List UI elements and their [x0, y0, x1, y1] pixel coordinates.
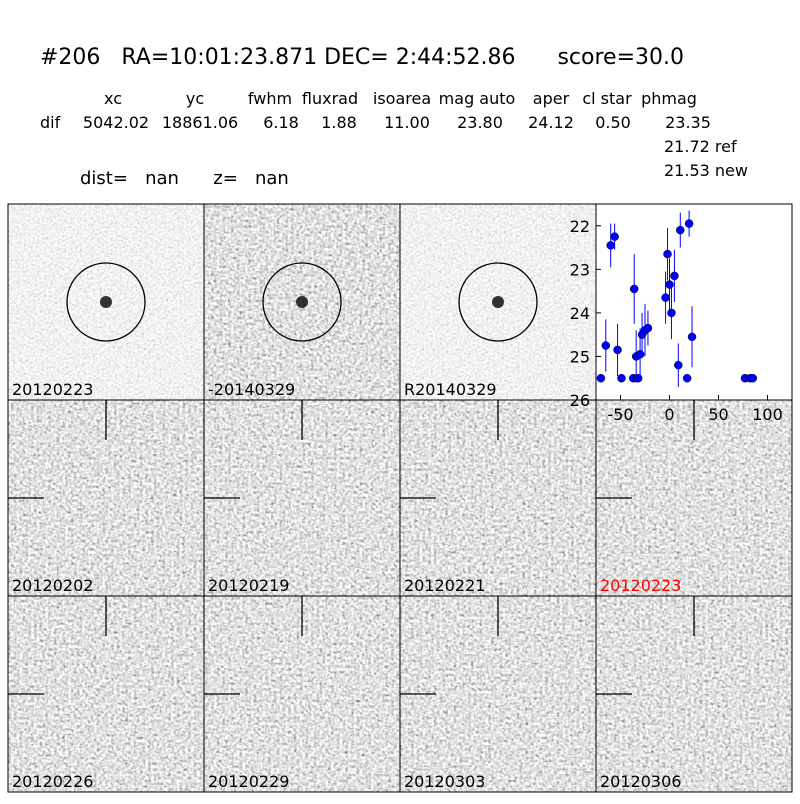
data-point [674, 360, 683, 370]
stamp: R20140329 [399, 203, 597, 401]
data-point [682, 373, 692, 383]
cell: 23.80 [457, 113, 503, 132]
stamp-label: 20120303 [404, 772, 485, 791]
stamp: 20120219 [203, 399, 401, 597]
stamp: 20120303 [399, 595, 597, 793]
y-tick-label: 24 [570, 304, 590, 323]
data-point [748, 373, 758, 383]
source-blob [492, 296, 504, 308]
cell: 0.50 [595, 113, 631, 132]
data-point [670, 271, 679, 281]
stamp: 20120223 [7, 203, 205, 401]
stamp-label: R20140329 [404, 380, 497, 399]
y-tick-label: 22 [570, 217, 590, 236]
x-tick-label: 100 [752, 405, 783, 424]
cell: 24.12 [528, 113, 574, 132]
source-blob [100, 296, 112, 308]
stamp: 20120229 [203, 595, 401, 793]
stamp-label: 20120202 [12, 576, 93, 595]
data-point [635, 350, 645, 359]
stamp: 20120223 [595, 399, 793, 597]
source-blob [296, 296, 308, 308]
aperture [66, 262, 146, 342]
y-tick-label: 23 [570, 260, 590, 279]
data-point [601, 341, 611, 350]
data-point [665, 280, 674, 289]
cell: 6.18 [263, 113, 299, 132]
column-header: phmag [641, 89, 697, 108]
data-point [606, 241, 615, 250]
column-header: fwhm [248, 89, 292, 108]
column-header: xc [104, 89, 122, 108]
stamp: -20140329 [203, 203, 401, 401]
data-point [610, 232, 619, 241]
cell: 21.53 new [664, 161, 748, 180]
cell: 1.88 [321, 113, 357, 132]
data-point [643, 323, 653, 333]
data-point [676, 225, 685, 235]
x-tick-label: 50 [708, 405, 728, 424]
data-point [667, 308, 676, 318]
stamp-label: 20120306 [600, 772, 681, 791]
cell: 21.72 ref [664, 137, 737, 156]
data-point [613, 345, 622, 355]
cell: 11.00 [384, 113, 430, 132]
column-header: cl star [582, 89, 632, 108]
y-tick-label: 26 [570, 391, 590, 410]
stamp-label: 20120219 [208, 576, 289, 595]
data-point [633, 373, 643, 383]
stamp-label: 20120221 [404, 576, 485, 595]
stamp: 20120226 [7, 595, 205, 793]
stamp-label: 20120223 [12, 380, 93, 399]
x-tick-label: -50 [607, 405, 633, 424]
row-label: dif [40, 113, 61, 132]
aperture [458, 262, 538, 342]
stamp: 20120202 [7, 399, 205, 597]
column-header: mag auto [439, 89, 516, 108]
data-point [663, 249, 672, 259]
stamp-label: -20140329 [208, 380, 295, 399]
column-header: yc [186, 89, 204, 108]
data-point [661, 293, 670, 302]
dist: dist= nan z= nan [80, 168, 289, 189]
stamp: 20120306 [595, 595, 793, 793]
stamp: 20120221 [399, 399, 597, 597]
stamp-label: 20120223 [600, 576, 681, 595]
column-header: aper [533, 89, 570, 108]
stamp-label: 20120226 [12, 772, 93, 791]
cell: 5042.02 [83, 113, 149, 132]
y-tick-label: 25 [570, 347, 590, 366]
data-point [684, 219, 694, 228]
column-header: isoarea [373, 89, 431, 108]
data-point [629, 284, 639, 294]
stamp-frame [595, 595, 793, 793]
plot-area [595, 203, 793, 401]
stamp-label: 20120229 [208, 772, 289, 791]
aperture [262, 262, 342, 342]
title: #206 RA=10:01:23.871 DEC= 2:44:52.86 sco… [40, 45, 684, 70]
cell: 18861.06 [162, 113, 238, 132]
data-point [617, 373, 626, 383]
data-point [687, 332, 697, 342]
cell: 23.35 [665, 113, 711, 132]
x-tick-label: 0 [664, 405, 674, 424]
column-header: fluxrad [302, 89, 358, 108]
data-point [596, 373, 606, 383]
